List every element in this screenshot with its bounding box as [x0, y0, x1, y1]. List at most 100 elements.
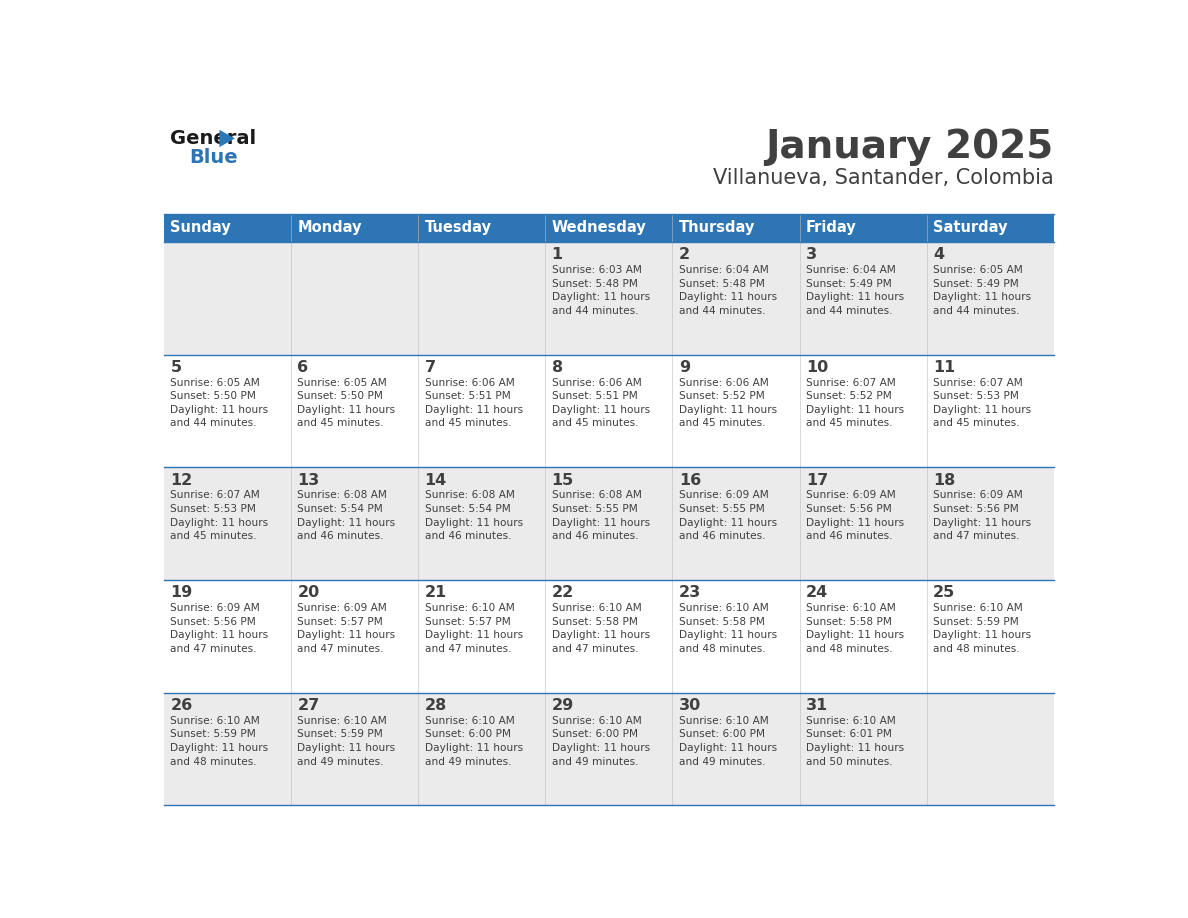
- Text: 28: 28: [424, 698, 447, 713]
- Bar: [418, 354, 545, 467]
- Text: Sunrise: 6:04 AM
Sunset: 5:48 PM
Daylight: 11 hours
and 44 minutes.: Sunrise: 6:04 AM Sunset: 5:48 PM Dayligh…: [678, 265, 777, 316]
- Text: Sunrise: 6:10 AM
Sunset: 5:58 PM
Daylight: 11 hours
and 47 minutes.: Sunrise: 6:10 AM Sunset: 5:58 PM Dayligh…: [551, 603, 650, 654]
- Text: Sunrise: 6:10 AM
Sunset: 5:58 PM
Daylight: 11 hours
and 48 minutes.: Sunrise: 6:10 AM Sunset: 5:58 PM Dayligh…: [678, 603, 777, 654]
- Text: 16: 16: [678, 473, 701, 487]
- Bar: [800, 214, 927, 241]
- Text: Sunrise: 6:05 AM
Sunset: 5:50 PM
Daylight: 11 hours
and 45 minutes.: Sunrise: 6:05 AM Sunset: 5:50 PM Dayligh…: [297, 377, 396, 429]
- Text: 22: 22: [551, 586, 574, 600]
- Text: 5: 5: [170, 360, 182, 375]
- Text: 11: 11: [933, 360, 955, 375]
- Bar: [672, 693, 800, 805]
- Text: Sunrise: 6:10 AM
Sunset: 5:57 PM
Daylight: 11 hours
and 47 minutes.: Sunrise: 6:10 AM Sunset: 5:57 PM Dayligh…: [424, 603, 523, 654]
- Text: Sunrise: 6:04 AM
Sunset: 5:49 PM
Daylight: 11 hours
and 44 minutes.: Sunrise: 6:04 AM Sunset: 5:49 PM Dayligh…: [805, 265, 904, 316]
- Bar: [545, 467, 672, 580]
- Text: Sunrise: 6:08 AM
Sunset: 5:54 PM
Daylight: 11 hours
and 46 minutes.: Sunrise: 6:08 AM Sunset: 5:54 PM Dayligh…: [297, 490, 396, 542]
- Text: 21: 21: [424, 586, 447, 600]
- Text: Saturday: Saturday: [933, 220, 1007, 236]
- Text: Friday: Friday: [805, 220, 857, 236]
- Bar: [291, 354, 418, 467]
- Bar: [927, 214, 1054, 241]
- Text: Sunday: Sunday: [170, 220, 232, 236]
- Bar: [418, 580, 545, 693]
- Text: 27: 27: [297, 698, 320, 713]
- Text: Sunrise: 6:08 AM
Sunset: 5:54 PM
Daylight: 11 hours
and 46 minutes.: Sunrise: 6:08 AM Sunset: 5:54 PM Dayligh…: [424, 490, 523, 542]
- Bar: [418, 693, 545, 805]
- Bar: [291, 693, 418, 805]
- Text: Sunrise: 6:09 AM
Sunset: 5:57 PM
Daylight: 11 hours
and 47 minutes.: Sunrise: 6:09 AM Sunset: 5:57 PM Dayligh…: [297, 603, 396, 654]
- Text: Monday: Monday: [297, 220, 362, 236]
- Text: Sunrise: 6:10 AM
Sunset: 6:00 PM
Daylight: 11 hours
and 49 minutes.: Sunrise: 6:10 AM Sunset: 6:00 PM Dayligh…: [678, 716, 777, 767]
- Text: Thursday: Thursday: [678, 220, 756, 236]
- Bar: [800, 241, 927, 354]
- Text: 2: 2: [678, 247, 690, 263]
- Bar: [545, 241, 672, 354]
- Text: 19: 19: [170, 586, 192, 600]
- Text: 31: 31: [805, 698, 828, 713]
- Bar: [418, 241, 545, 354]
- Text: Sunrise: 6:10 AM
Sunset: 6:01 PM
Daylight: 11 hours
and 50 minutes.: Sunrise: 6:10 AM Sunset: 6:01 PM Dayligh…: [805, 716, 904, 767]
- Bar: [164, 354, 291, 467]
- Text: 23: 23: [678, 586, 701, 600]
- Text: January 2025: January 2025: [765, 128, 1054, 166]
- Text: 15: 15: [551, 473, 574, 487]
- Text: Blue: Blue: [190, 149, 239, 167]
- Bar: [672, 354, 800, 467]
- Text: 12: 12: [170, 473, 192, 487]
- Bar: [800, 354, 927, 467]
- Polygon shape: [220, 129, 235, 147]
- Text: General: General: [170, 129, 257, 149]
- Bar: [164, 214, 291, 241]
- Text: Sunrise: 6:10 AM
Sunset: 6:00 PM
Daylight: 11 hours
and 49 minutes.: Sunrise: 6:10 AM Sunset: 6:00 PM Dayligh…: [424, 716, 523, 767]
- Bar: [545, 354, 672, 467]
- Bar: [672, 214, 800, 241]
- Text: Sunrise: 6:09 AM
Sunset: 5:56 PM
Daylight: 11 hours
and 47 minutes.: Sunrise: 6:09 AM Sunset: 5:56 PM Dayligh…: [170, 603, 268, 654]
- Bar: [291, 241, 418, 354]
- Text: Sunrise: 6:10 AM
Sunset: 6:00 PM
Daylight: 11 hours
and 49 minutes.: Sunrise: 6:10 AM Sunset: 6:00 PM Dayligh…: [551, 716, 650, 767]
- Bar: [672, 467, 800, 580]
- Text: Villanueva, Santander, Colombia: Villanueva, Santander, Colombia: [713, 168, 1054, 188]
- Bar: [927, 580, 1054, 693]
- Bar: [291, 214, 418, 241]
- Bar: [164, 580, 291, 693]
- Text: Sunrise: 6:05 AM
Sunset: 5:50 PM
Daylight: 11 hours
and 44 minutes.: Sunrise: 6:05 AM Sunset: 5:50 PM Dayligh…: [170, 377, 268, 429]
- Bar: [164, 693, 291, 805]
- Text: Wednesday: Wednesday: [551, 220, 646, 236]
- Text: 7: 7: [424, 360, 436, 375]
- Bar: [672, 241, 800, 354]
- Text: 29: 29: [551, 698, 574, 713]
- Text: 8: 8: [551, 360, 563, 375]
- Text: Sunrise: 6:09 AM
Sunset: 5:56 PM
Daylight: 11 hours
and 47 minutes.: Sunrise: 6:09 AM Sunset: 5:56 PM Dayligh…: [933, 490, 1031, 542]
- Bar: [291, 467, 418, 580]
- Text: Sunrise: 6:06 AM
Sunset: 5:51 PM
Daylight: 11 hours
and 45 minutes.: Sunrise: 6:06 AM Sunset: 5:51 PM Dayligh…: [424, 377, 523, 429]
- Bar: [164, 241, 291, 354]
- Text: 13: 13: [297, 473, 320, 487]
- Text: Sunrise: 6:08 AM
Sunset: 5:55 PM
Daylight: 11 hours
and 46 minutes.: Sunrise: 6:08 AM Sunset: 5:55 PM Dayligh…: [551, 490, 650, 542]
- Text: Sunrise: 6:06 AM
Sunset: 5:52 PM
Daylight: 11 hours
and 45 minutes.: Sunrise: 6:06 AM Sunset: 5:52 PM Dayligh…: [678, 377, 777, 429]
- Bar: [927, 354, 1054, 467]
- Bar: [800, 467, 927, 580]
- Text: 30: 30: [678, 698, 701, 713]
- Text: Sunrise: 6:05 AM
Sunset: 5:49 PM
Daylight: 11 hours
and 44 minutes.: Sunrise: 6:05 AM Sunset: 5:49 PM Dayligh…: [933, 265, 1031, 316]
- Text: 1: 1: [551, 247, 563, 263]
- Bar: [545, 580, 672, 693]
- Text: 4: 4: [933, 247, 944, 263]
- Bar: [927, 693, 1054, 805]
- Text: 14: 14: [424, 473, 447, 487]
- Bar: [672, 580, 800, 693]
- Text: 24: 24: [805, 586, 828, 600]
- Bar: [800, 580, 927, 693]
- Text: 9: 9: [678, 360, 690, 375]
- Bar: [800, 693, 927, 805]
- Text: 6: 6: [297, 360, 309, 375]
- Bar: [291, 580, 418, 693]
- Text: 18: 18: [933, 473, 955, 487]
- Text: Sunrise: 6:09 AM
Sunset: 5:55 PM
Daylight: 11 hours
and 46 minutes.: Sunrise: 6:09 AM Sunset: 5:55 PM Dayligh…: [678, 490, 777, 542]
- Bar: [418, 467, 545, 580]
- Text: Sunrise: 6:07 AM
Sunset: 5:53 PM
Daylight: 11 hours
and 45 minutes.: Sunrise: 6:07 AM Sunset: 5:53 PM Dayligh…: [933, 377, 1031, 429]
- Bar: [545, 214, 672, 241]
- Bar: [418, 214, 545, 241]
- Bar: [927, 467, 1054, 580]
- Text: 26: 26: [170, 698, 192, 713]
- Text: 20: 20: [297, 586, 320, 600]
- Text: Sunrise: 6:06 AM
Sunset: 5:51 PM
Daylight: 11 hours
and 45 minutes.: Sunrise: 6:06 AM Sunset: 5:51 PM Dayligh…: [551, 377, 650, 429]
